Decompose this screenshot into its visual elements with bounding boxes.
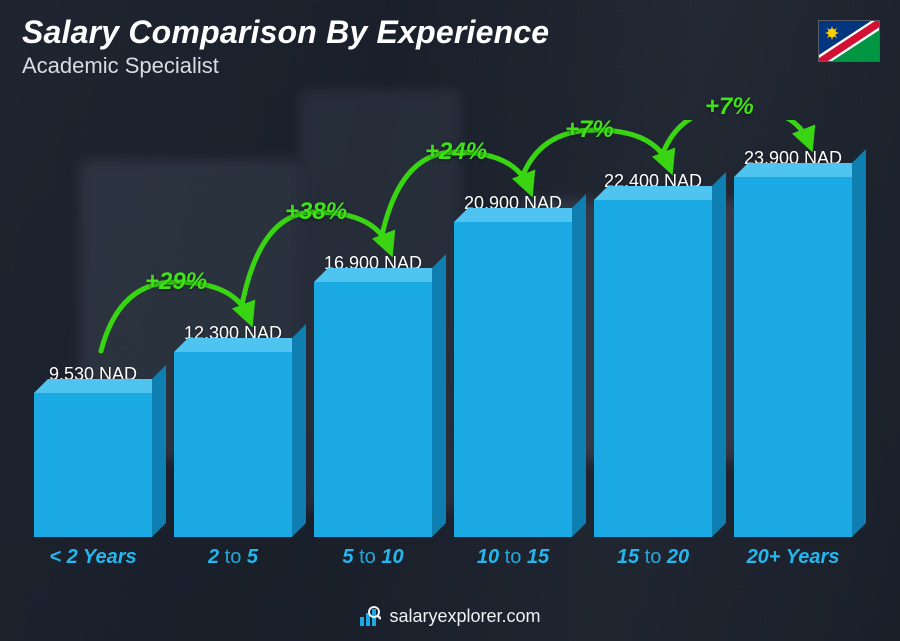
bar-front-face xyxy=(314,282,432,537)
country-flag-namibia xyxy=(818,20,880,62)
increase-pct-label: +38% xyxy=(285,198,347,226)
x-axis: < 2 Years 2 to 5 5 to 10 10 to 15 15 to 20 20… xyxy=(24,546,862,569)
x-axis-label: 15 to 20 xyxy=(590,546,716,569)
bar xyxy=(454,222,572,537)
increase-pct-label: +7% xyxy=(565,116,614,144)
bar-front-face xyxy=(454,222,572,537)
bar-front-face xyxy=(734,177,852,537)
bar xyxy=(734,177,852,537)
bar-column: 12,300 NAD xyxy=(170,323,296,537)
bar-side-face xyxy=(572,194,586,537)
bar-side-face xyxy=(292,324,306,537)
bar-chart: 9,530 NAD12,300 NAD16,900 NAD20,900 NAD2… xyxy=(24,120,862,569)
increase-pct-label: +29% xyxy=(145,268,207,296)
x-axis-label: < 2 Years xyxy=(30,546,156,569)
bar-front-face xyxy=(594,200,712,537)
bars-container: 9,530 NAD12,300 NAD16,900 NAD20,900 NAD2… xyxy=(24,120,862,537)
footer: salaryexplorer.com xyxy=(0,605,900,627)
bar xyxy=(594,200,712,537)
bar-side-face xyxy=(152,365,166,537)
bar-top-face xyxy=(174,338,306,352)
bar-side-face xyxy=(712,172,726,537)
bar-front-face xyxy=(174,352,292,537)
bar-column: 23,900 NAD xyxy=(730,148,856,537)
bar-side-face xyxy=(432,254,446,537)
x-axis-label: 5 to 10 xyxy=(310,546,436,569)
bar-column: 16,900 NAD xyxy=(310,253,436,537)
bar-column: 9,530 NAD xyxy=(30,364,156,537)
increase-pct-label: +7% xyxy=(705,93,754,121)
bar-top-face xyxy=(734,163,866,177)
bar-top-face xyxy=(454,208,586,222)
bar-top-face xyxy=(314,268,446,282)
increase-pct-label: +24% xyxy=(425,138,487,166)
bar-top-face xyxy=(34,379,166,393)
chart-subtitle: Academic Specialist xyxy=(22,53,549,79)
x-axis-label: 2 to 5 xyxy=(170,546,296,569)
bar xyxy=(34,393,152,537)
flag-sun xyxy=(825,26,839,40)
infographic-stage: Salary Comparison By Experience Academic… xyxy=(0,0,900,641)
bar-front-face xyxy=(34,393,152,537)
bar-column: 22,400 NAD xyxy=(590,171,716,537)
bar-top-face xyxy=(594,186,726,200)
title-block: Salary Comparison By Experience Academic… xyxy=(22,14,549,79)
x-axis-label: 10 to 15 xyxy=(450,546,576,569)
chart-title: Salary Comparison By Experience xyxy=(22,14,549,51)
bar-column: 20,900 NAD xyxy=(450,193,576,537)
footer-site-text: salaryexplorer.com xyxy=(389,606,540,627)
logo-icon xyxy=(359,605,381,627)
bar-side-face xyxy=(852,149,866,537)
x-axis-label: 20+ Years xyxy=(730,546,856,569)
bar xyxy=(314,282,432,537)
bar xyxy=(174,352,292,537)
flag-svg xyxy=(819,21,880,62)
